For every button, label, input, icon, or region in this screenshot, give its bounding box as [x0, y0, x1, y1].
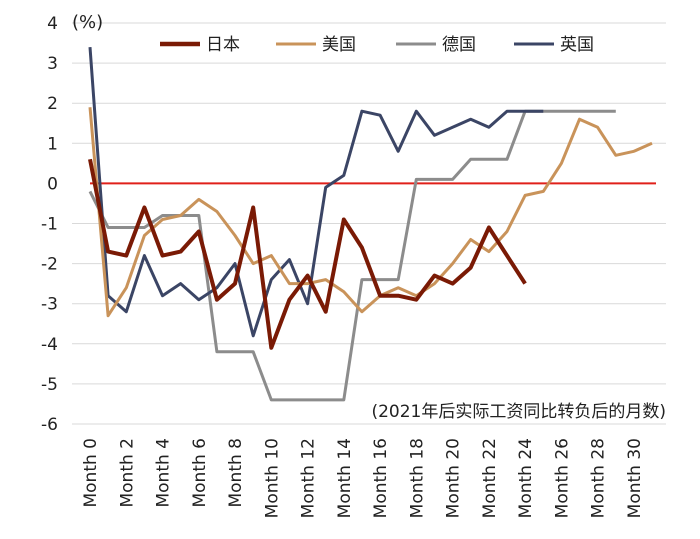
y-tick-label: -2 [41, 255, 58, 275]
x-tick-label: Month 28 [589, 438, 609, 518]
y-tick-label: 3 [47, 54, 58, 74]
x-tick-label: Month 10 [262, 438, 282, 518]
unit-label: (%) [72, 12, 103, 33]
x-tick-label: Month 12 [299, 438, 319, 518]
y-tick-label: 0 [47, 174, 58, 194]
y-tick-label: -1 [41, 215, 58, 235]
y-tick-label: -4 [41, 335, 58, 355]
series-lines [88, 46, 653, 402]
x-tick-label: Month 6 [190, 438, 210, 508]
legend: 日本 美国 德国 英国 [160, 35, 594, 55]
x-tick-label: Month 18 [407, 438, 427, 518]
series-line-2 [88, 107, 653, 318]
x-tick-label: Month 0 [81, 438, 101, 508]
x-tick-label: Month 30 [625, 438, 645, 518]
y-tick-label: 4 [47, 14, 58, 34]
x-tick-label: Month 4 [154, 438, 174, 508]
y-tick-label: -5 [41, 375, 58, 395]
x-tick-label: Month 8 [226, 438, 246, 508]
y-tick-label: 1 [47, 134, 58, 154]
legend-label: 英国 [560, 35, 594, 55]
x-tick-label: Month 22 [480, 438, 500, 518]
x-tick-label: Month 20 [444, 438, 464, 518]
legend-label: 德国 [442, 35, 476, 55]
x-axis-note: (2021年后实际工资同比转负后的月数) [371, 402, 666, 422]
x-tick-label: Month 2 [117, 438, 137, 508]
x-tick-label: Month 14 [335, 438, 355, 518]
legend-label: 美国 [322, 35, 356, 55]
series-line-4 [88, 46, 544, 338]
gridlines [72, 22, 666, 425]
x-tick-label: Month 24 [516, 438, 536, 518]
y-tick-label: -3 [41, 295, 58, 315]
y-axis-ticks: 4 3 2 1 0 -1 -2 -3 -4 -5 -6 [41, 14, 58, 435]
legend-label: 日本 [206, 35, 240, 55]
y-tick-label: -6 [41, 415, 58, 435]
x-axis-ticks: Month 0 Month 2 Month 4 Month 6 Month 8 Month… [81, 438, 645, 518]
x-tick-label: Month 26 [552, 438, 572, 518]
x-tick-label: Month 16 [371, 438, 391, 518]
y-tick-label: 2 [47, 94, 58, 114]
series-line-1 [88, 158, 527, 350]
